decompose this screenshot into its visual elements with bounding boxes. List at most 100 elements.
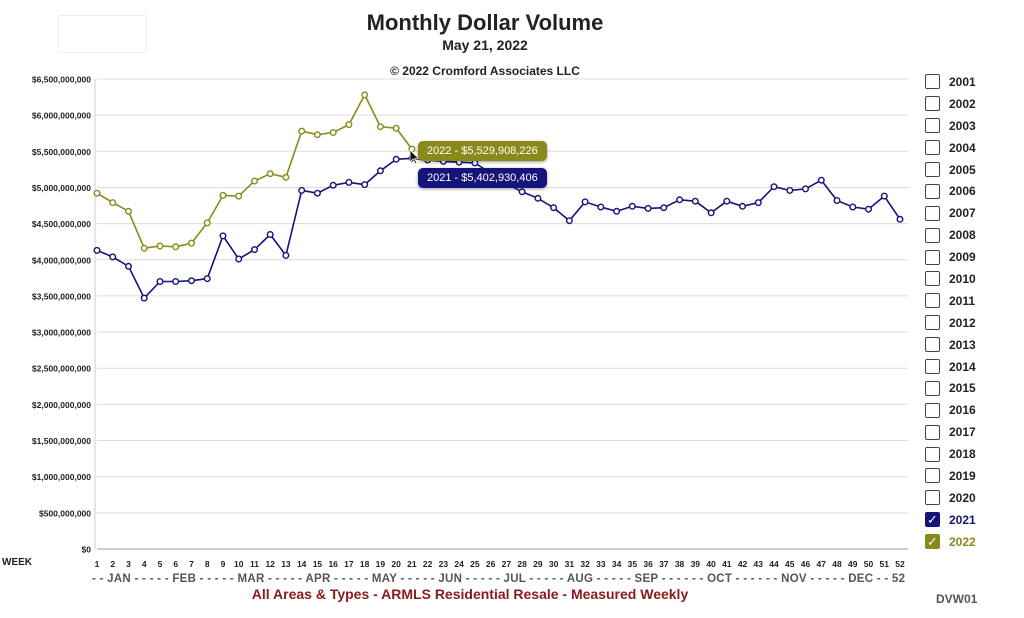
checkbox-icon[interactable]	[925, 271, 940, 287]
legend-item-2017[interactable]: 2017	[925, 421, 1020, 443]
data-point-2021[interactable]	[313, 189, 321, 197]
legend-item-2011[interactable]: 2011	[925, 290, 1020, 312]
data-point-2022[interactable]	[124, 207, 132, 215]
data-point-2021[interactable]	[376, 167, 384, 175]
data-point-2021[interactable]	[676, 196, 684, 204]
checkbox-icon[interactable]	[925, 402, 940, 418]
data-point-2021[interactable]	[109, 253, 117, 261]
data-point-2021[interactable]	[361, 181, 369, 189]
data-point-2021[interactable]	[628, 202, 636, 210]
data-point-2021[interactable]	[345, 178, 353, 186]
data-point-2021[interactable]	[518, 188, 526, 196]
checkbox-icon[interactable]	[925, 118, 940, 134]
data-point-2021[interactable]	[770, 183, 778, 191]
legend-item-2009[interactable]: 2009	[925, 246, 1020, 268]
data-point-2021[interactable]	[172, 278, 180, 286]
checkbox-icon[interactable]	[925, 359, 940, 375]
legend-item-2012[interactable]: 2012	[925, 312, 1020, 334]
data-point-2022[interactable]	[187, 239, 195, 247]
data-point-2022[interactable]	[203, 219, 211, 227]
data-point-2021[interactable]	[786, 186, 794, 194]
data-point-2022[interactable]	[345, 121, 353, 129]
data-point-2021[interactable]	[565, 217, 573, 225]
legend-item-2004[interactable]: 2004	[925, 137, 1020, 159]
checkbox-icon[interactable]	[925, 249, 940, 265]
data-point-2021[interactable]	[140, 294, 148, 302]
legend-item-2021[interactable]: ✓ 2021	[925, 509, 1020, 531]
legend-item-2016[interactable]: 2016	[925, 399, 1020, 421]
data-point-2021[interactable]	[156, 278, 164, 286]
legend-item-2003[interactable]: 2003	[925, 115, 1020, 137]
data-point-2021[interactable]	[235, 255, 243, 263]
checkbox-icon[interactable]	[925, 74, 940, 90]
data-point-2022[interactable]	[361, 91, 369, 99]
checkbox-icon[interactable]	[925, 227, 940, 243]
data-point-2021[interactable]	[817, 176, 825, 184]
data-point-2021[interactable]	[880, 192, 888, 200]
checkbox-icon[interactable]	[925, 140, 940, 156]
legend-item-2020[interactable]: 2020	[925, 487, 1020, 509]
data-point-2022[interactable]	[156, 242, 164, 250]
data-point-2021[interactable]	[739, 202, 747, 210]
legend-item-2018[interactable]: 2018	[925, 443, 1020, 465]
data-point-2022[interactable]	[140, 244, 148, 252]
checkbox-icon[interactable]	[925, 490, 940, 506]
checkbox-icon[interactable]	[925, 337, 940, 353]
legend-item-2005[interactable]: 2005	[925, 159, 1020, 181]
data-point-2021[interactable]	[865, 205, 873, 213]
data-point-2022[interactable]	[392, 124, 400, 132]
legend-item-2010[interactable]: 2010	[925, 268, 1020, 290]
checkbox-checked-icon[interactable]: ✓	[925, 512, 940, 528]
data-point-2021[interactable]	[581, 198, 589, 206]
data-point-2021[interactable]	[849, 203, 857, 211]
checkbox-icon[interactable]	[925, 205, 940, 221]
checkbox-icon[interactable]	[925, 468, 940, 484]
data-point-2021[interactable]	[896, 215, 904, 223]
legend-item-2001[interactable]: 2001	[925, 71, 1020, 93]
data-point-2021[interactable]	[266, 230, 274, 238]
checkbox-icon[interactable]	[925, 315, 940, 331]
data-point-2021[interactable]	[660, 204, 668, 212]
data-point-2022[interactable]	[93, 189, 101, 197]
data-point-2022[interactable]	[109, 199, 117, 207]
legend-item-2006[interactable]: 2006	[925, 180, 1020, 202]
data-point-2022[interactable]	[172, 243, 180, 251]
data-point-2022[interactable]	[376, 123, 384, 131]
data-point-2022[interactable]	[266, 170, 274, 178]
checkbox-icon[interactable]	[925, 293, 940, 309]
data-point-2021[interactable]	[613, 207, 621, 215]
legend-item-2022[interactable]: ✓ 2022	[925, 531, 1020, 553]
data-point-2021[interactable]	[707, 209, 715, 217]
data-point-2022[interactable]	[282, 173, 290, 181]
legend-item-2008[interactable]: 2008	[925, 224, 1020, 246]
data-point-2021[interactable]	[329, 181, 337, 189]
data-point-2022[interactable]	[313, 131, 321, 139]
data-point-2022[interactable]	[235, 192, 243, 200]
legend-item-2002[interactable]: 2002	[925, 93, 1020, 115]
data-point-2021[interactable]	[534, 194, 542, 202]
data-point-2021[interactable]	[187, 277, 195, 285]
data-point-2021[interactable]	[219, 232, 227, 240]
checkbox-icon[interactable]	[925, 162, 940, 177]
legend-item-2019[interactable]: 2019	[925, 465, 1020, 487]
checkbox-icon[interactable]	[925, 96, 940, 112]
data-point-2021[interactable]	[203, 275, 211, 283]
data-point-2021[interactable]	[723, 197, 731, 205]
checkbox-icon[interactable]	[925, 424, 940, 440]
checkbox-icon[interactable]	[925, 446, 940, 462]
data-point-2021[interactable]	[691, 197, 699, 205]
data-point-2021[interactable]	[392, 155, 400, 163]
legend-item-2014[interactable]: 2014	[925, 356, 1020, 378]
checkbox-icon[interactable]	[925, 380, 940, 396]
data-point-2022[interactable]	[298, 127, 306, 135]
data-point-2022[interactable]	[219, 191, 227, 199]
data-point-2021[interactable]	[754, 199, 762, 207]
data-point-2022[interactable]	[250, 177, 258, 185]
data-point-2021[interactable]	[644, 204, 652, 212]
data-point-2021[interactable]	[833, 196, 841, 204]
data-point-2021[interactable]	[298, 186, 306, 194]
data-point-2022[interactable]	[329, 128, 337, 136]
data-point-2021[interactable]	[802, 185, 810, 193]
legend-item-2015[interactable]: 2015	[925, 377, 1020, 399]
checkbox-icon[interactable]	[925, 183, 940, 199]
